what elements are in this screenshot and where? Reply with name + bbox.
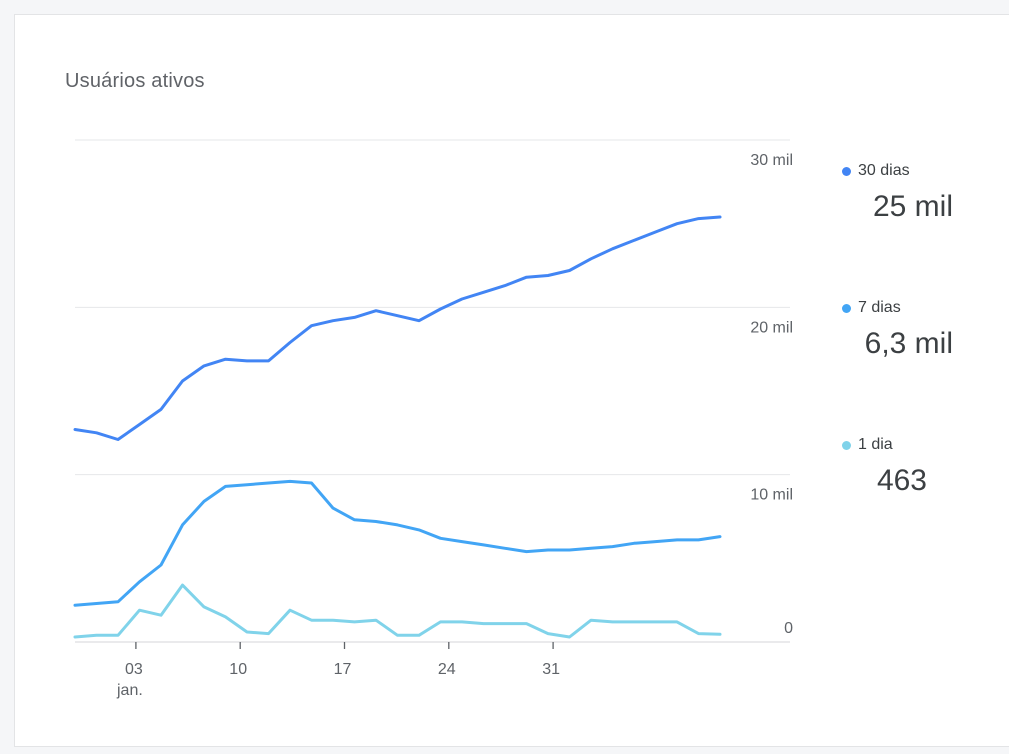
series-line-1-dia — [73, 583, 722, 639]
legend-dot-1-dia — [842, 440, 851, 450]
legend-label-7-dias: 7 dias — [858, 299, 901, 316]
legend-value-1-dia: 463 — [876, 464, 927, 497]
x-tick-label-1: 10 — [229, 661, 247, 678]
x-tick-label-2: 17 — [334, 661, 352, 678]
legend-item-1-dia[interactable]: 1 dia 463 — [842, 436, 927, 498]
y-tick-label-1: 10 mil — [750, 487, 793, 504]
x-month-label: jan. — [116, 682, 143, 699]
y-tick-label-0: 0 — [784, 620, 793, 637]
x-tick-label-3: 24 — [438, 661, 456, 678]
y-tick-label-3: 30 mil — [750, 152, 793, 169]
legend-value-7-dias: 6,3 mil — [864, 327, 953, 360]
legend-value-30-dias: 25 mil — [872, 190, 953, 223]
legend-item-30-dias[interactable]: 30 dias 25 mil — [842, 162, 953, 224]
legend-label-1-dia: 1 dia — [858, 436, 893, 453]
legend-item-7-dias[interactable]: 7 dias 6,3 mil — [842, 299, 953, 361]
series-line-30-dias — [73, 215, 722, 441]
legend-label-30-dias: 30 dias — [858, 162, 910, 179]
x-tick-label-4: 31 — [542, 661, 560, 678]
y-tick-label-2: 20 mil — [750, 319, 793, 336]
legend-dot-30-dias — [842, 166, 851, 176]
series-line-7-dias — [73, 479, 722, 607]
x-tick-label-0: 03 — [125, 661, 143, 678]
card-title: Usuários ativos — [65, 70, 205, 92]
legend-dot-7-dias — [842, 303, 851, 313]
